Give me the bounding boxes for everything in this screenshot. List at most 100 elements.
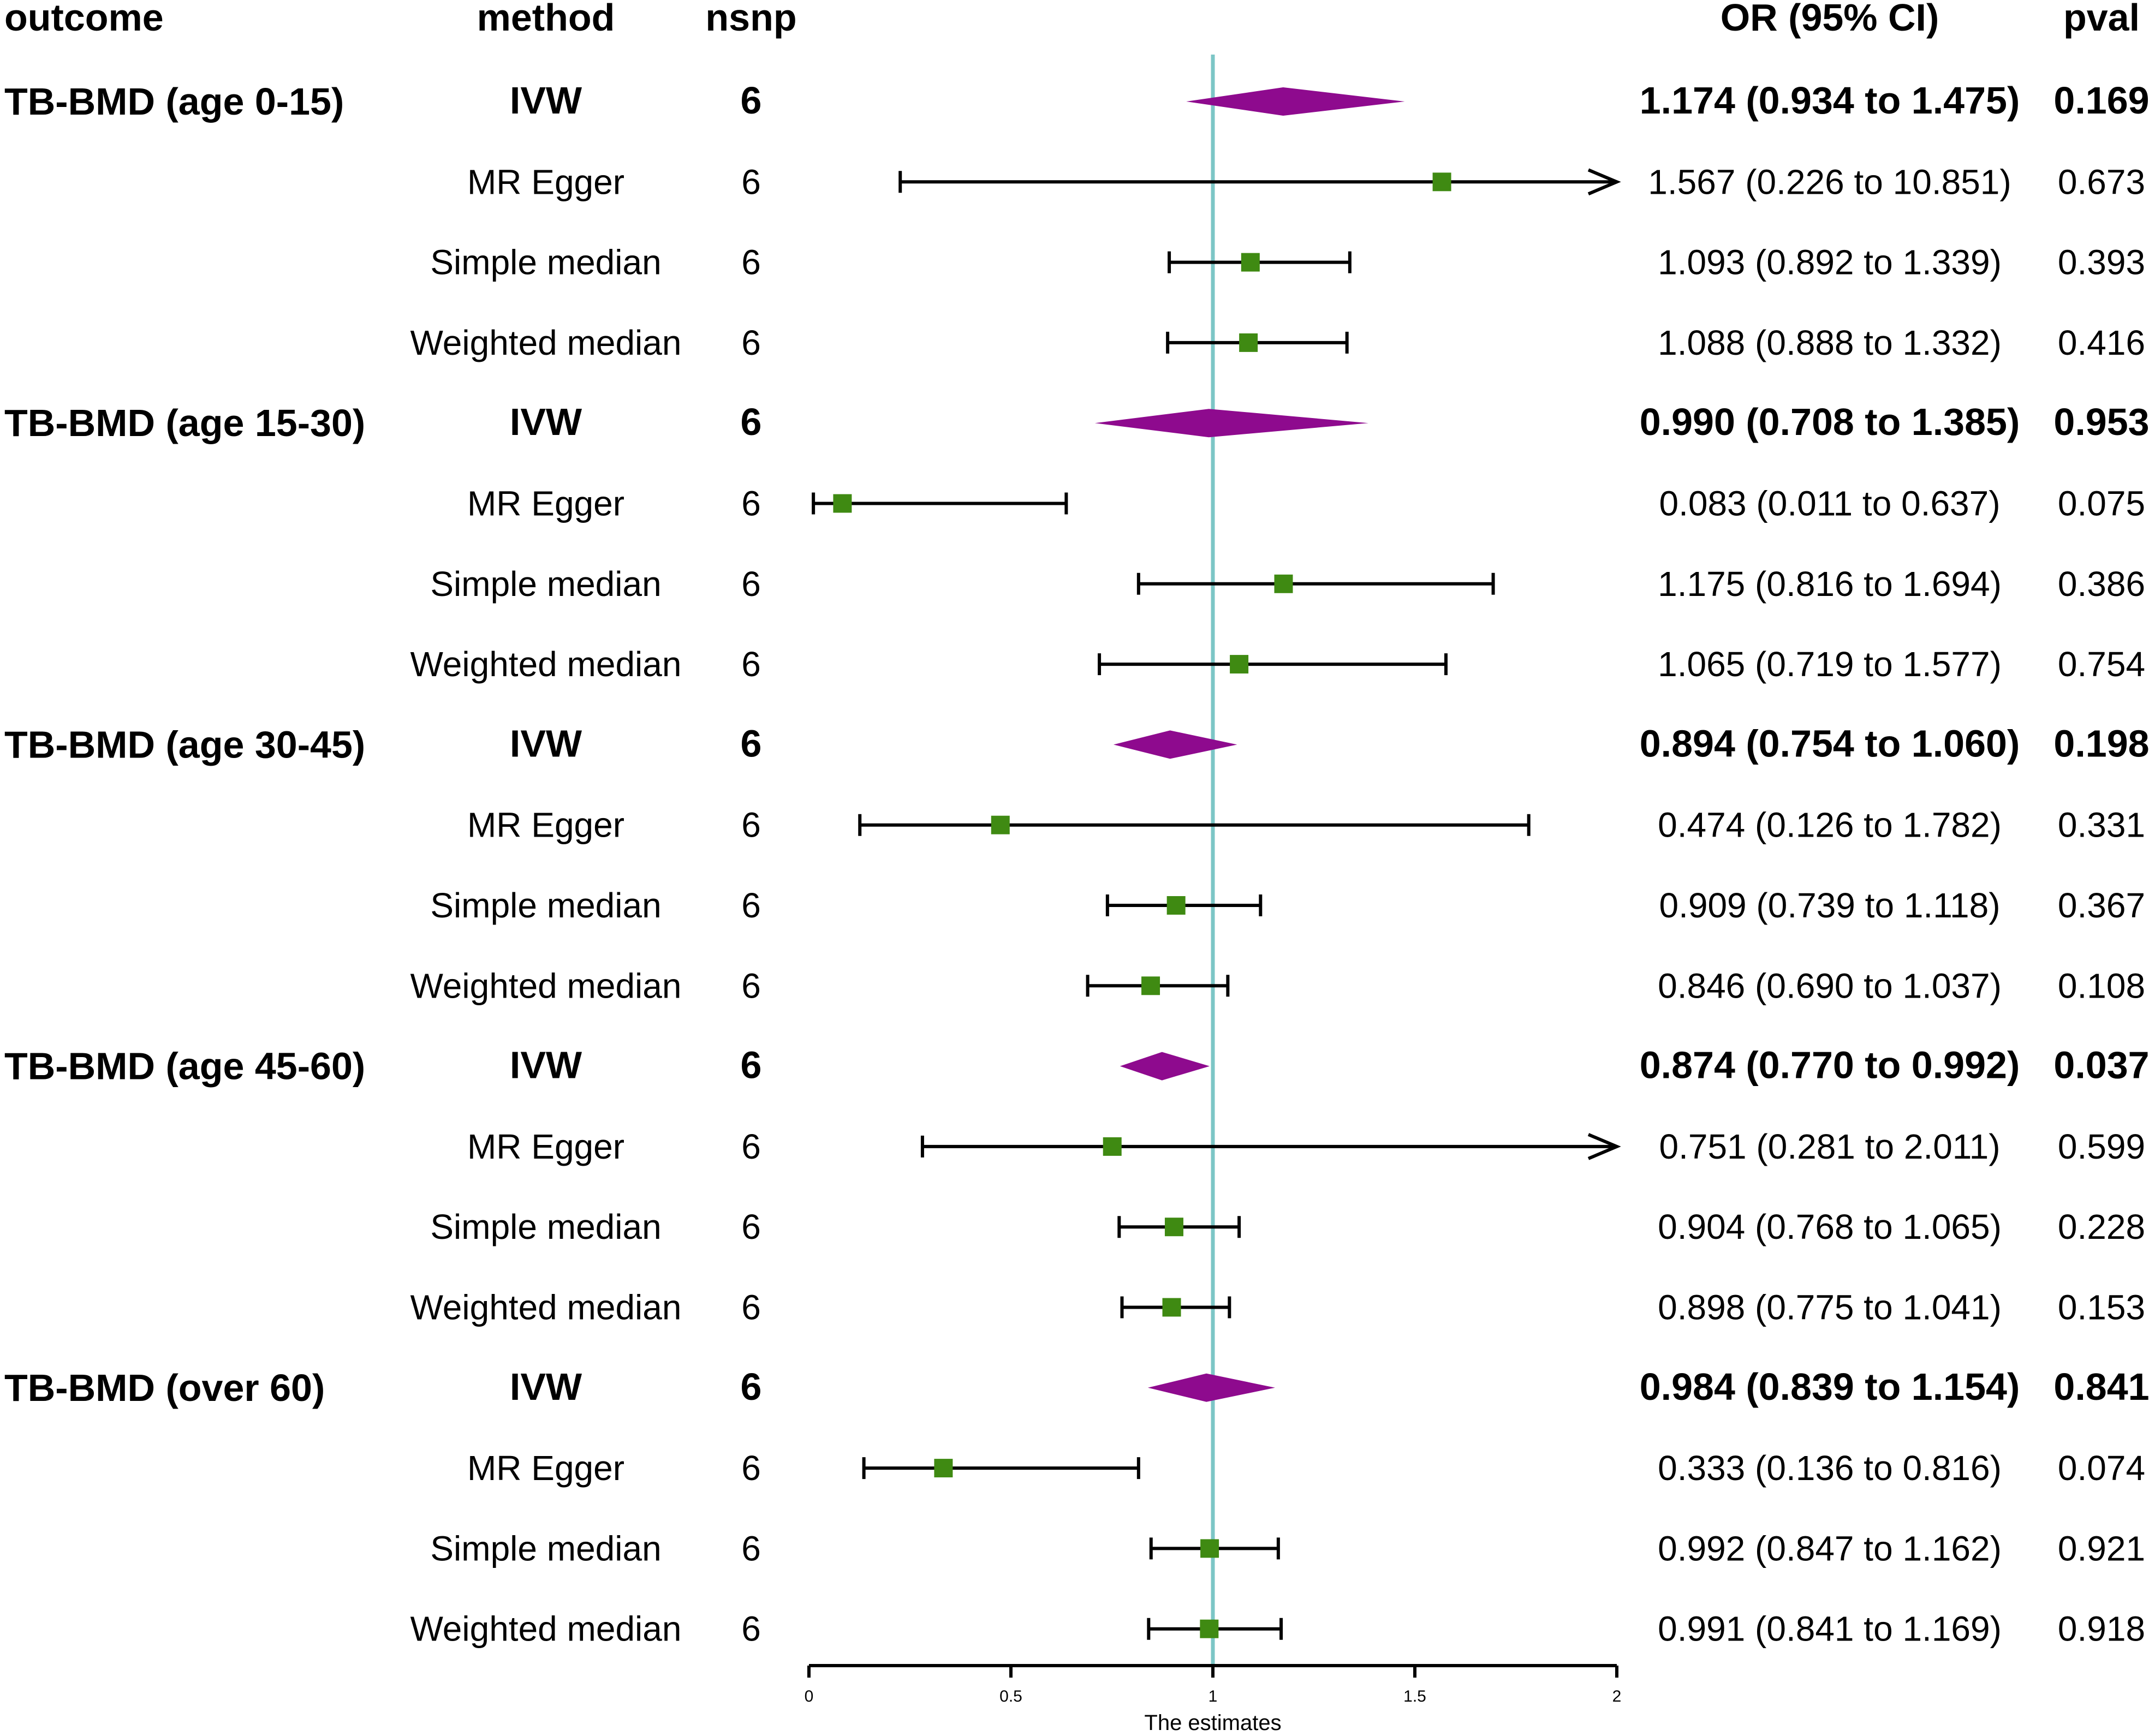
pval-value: 0.673 [2058,162,2145,201]
header-nsnp: nsnp [705,0,796,39]
method-label: IVW [510,79,582,122]
pval-value: 0.393 [2058,243,2145,282]
point-estimate-square [1200,1539,1219,1558]
or-ci-value: 0.474 (0.126 to 1.782) [1658,806,2002,845]
point-estimate-square [1241,253,1260,272]
or-ci-value: 0.846 (0.690 to 1.037) [1658,966,2002,1005]
x-axis: 0 0.5 1 1.5 2 [805,1664,1622,1705]
x-tick-label: 1.5 [1403,1687,1426,1705]
nsnp-value: 6 [741,886,761,925]
point-estimate-square [1239,333,1258,352]
summary-diamond [1113,730,1237,759]
or-ci-value: 0.751 (0.281 to 2.011) [1659,1127,2000,1166]
point-estimate-square [934,1459,953,1478]
pval-value: 0.228 [2058,1207,2145,1246]
nsnp-value: 6 [741,162,761,201]
method-label: IVW [510,1365,582,1408]
point-estimate-square [833,494,852,513]
nsnp-value: 6 [741,1529,761,1568]
method-label: Weighted median [410,1609,682,1649]
pval-value: 0.416 [2058,323,2145,362]
method-label: Weighted median [410,1288,682,1327]
forest-row: Weighted median 6 0.898 (0.775 to 1.041) 0.… [410,1288,2146,1327]
nsnp-value: 6 [741,645,761,684]
outcome-label: TB-BMD (age 0-15) [4,80,344,123]
method-label: Simple median [430,1207,661,1246]
point-estimate-square [1200,1619,1219,1638]
method-label: Simple median [430,243,661,282]
method-label: MR Egger [467,806,624,845]
outcome-label: TB-BMD (age 30-45) [4,723,365,766]
or-ci-value: 0.909 (0.739 to 1.118) [1659,886,2000,925]
method-label: Weighted median [410,645,682,684]
forest-row: Simple median 6 1.093 (0.892 to 1.339) 0.39… [430,243,2145,282]
point-estimate-square [1103,1137,1122,1156]
pval-value: 0.037 [2053,1044,2149,1087]
point-estimate-square [1230,655,1249,674]
forest-row: MR Egger 6 0.751 (0.281 to 2.011) 0.599 [467,1127,2145,1166]
outcome-label: TB-BMD (age 15-30) [4,402,365,444]
pval-value: 0.331 [2058,806,2145,845]
method-label: MR Egger [467,1127,624,1166]
point-estimate-square [1141,976,1160,995]
method-label: Weighted median [410,323,682,362]
nsnp-value: 6 [741,1365,762,1408]
x-axis-label: The estimates [1144,1711,1281,1735]
forest-row: MR Egger 6 1.567 (0.226 to 10.851) 0.673 [467,162,2145,201]
forest-row: MR Egger 6 0.333 (0.136 to 0.816) 0.074 [467,1448,2145,1488]
point-estimate-square [1274,574,1293,593]
method-label: MR Egger [467,1448,624,1488]
nsnp-value: 6 [741,1207,761,1246]
nsnp-value: 6 [741,1448,761,1488]
method-label: Simple median [430,564,661,604]
method-label: MR Egger [467,484,624,523]
pval-value: 0.841 [2053,1365,2149,1408]
pval-value: 0.953 [2053,401,2149,443]
nsnp-value: 6 [741,1288,761,1327]
column-headers: outcome method nsnp OR (95% CI) pval [4,0,2140,39]
forest-row: Weighted median 6 1.088 (0.888 to 1.332) 0.… [410,323,2146,362]
x-tick-label: 0.5 [999,1687,1022,1705]
pval-value: 0.074 [2058,1448,2145,1488]
summary-diamond [1186,87,1405,116]
point-estimate-square [1162,1298,1181,1317]
pval-value: 0.198 [2053,722,2149,765]
pval-value: 0.169 [2053,79,2149,122]
forest-row: Simple median 6 0.909 (0.739 to 1.118) 0.36… [430,886,2145,925]
pval-value: 0.754 [2058,645,2145,684]
outcome-label: TB-BMD (age 45-60) [4,1045,365,1088]
or-ci-value: 0.333 (0.136 to 0.816) [1658,1448,2002,1488]
nsnp-value: 6 [741,323,761,362]
forest-row: TB-BMD (age 30-45) IVW 6 0.894 (0.754 to 1.… [4,722,2149,766]
forest-row: TB-BMD (age 0-15) IVW 6 1.174 (0.934 to 1.4… [4,79,2149,123]
x-tick-label: 0 [805,1687,814,1705]
nsnp-value: 6 [741,243,761,282]
or-ci-value: 0.990 (0.708 to 1.385) [1640,401,2020,443]
or-ci-value: 1.174 (0.934 to 1.475) [1640,79,2020,122]
forest-row: MR Egger 6 0.083 (0.011 to 0.637) 0.075 [467,484,2145,523]
pval-value: 0.386 [2058,564,2145,604]
header-method: method [477,0,615,39]
summary-diamond [1147,1373,1275,1402]
or-ci-value: 0.894 (0.754 to 1.060) [1640,722,2020,765]
nsnp-value: 6 [741,806,761,845]
pval-value: 0.921 [2058,1529,2145,1568]
or-ci-value: 1.088 (0.888 to 1.332) [1658,323,2002,362]
forest-row: TB-BMD (age 15-30) IVW 6 0.990 (0.708 to 1.… [4,401,2149,444]
pval-value: 0.075 [2058,484,2145,523]
or-ci-value: 1.093 (0.892 to 1.339) [1658,243,2002,282]
method-label: IVW [510,1044,582,1087]
forest-row: TB-BMD (age 45-60) IVW 6 0.874 (0.770 to 0.… [4,1044,2149,1088]
or-ci-value: 0.083 (0.011 to 0.637) [1659,484,2000,523]
nsnp-value: 6 [741,1609,761,1649]
pval-value: 0.367 [2058,886,2145,925]
point-estimate-square [991,815,1010,834]
forest-row: Weighted median 6 1.065 (0.719 to 1.577) 0.… [410,645,2146,684]
or-ci-value: 0.991 (0.841 to 1.169) [1658,1609,2002,1649]
or-ci-value: 0.992 (0.847 to 1.162) [1658,1529,2002,1568]
outcome-label: TB-BMD (over 60) [4,1367,325,1409]
nsnp-value: 6 [741,484,761,523]
x-tick-label: 2 [1612,1687,1622,1705]
or-ci-value: 0.984 (0.839 to 1.154) [1640,1365,2020,1408]
or-ci-value: 1.065 (0.719 to 1.577) [1658,645,2002,684]
